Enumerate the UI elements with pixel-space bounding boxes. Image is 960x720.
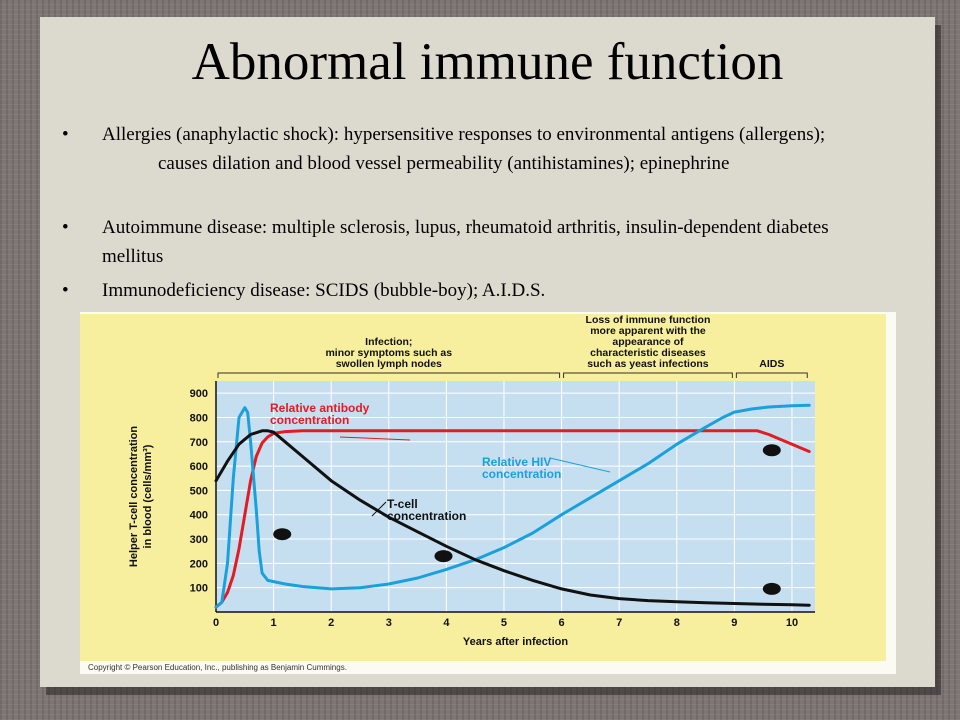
phase-label: characteristic diseases [590,347,706,359]
x-tick-label: 3 [386,617,392,629]
antibody-series-label: Relative antibody [270,401,370,415]
hiv-series-label: concentration [482,467,561,481]
bullet-autoimmune: • Autoimmune disease: multiple sclerosis… [62,213,877,271]
x-tick-label: 8 [674,617,680,629]
series-leader-line [339,436,411,441]
y-tick-label: 100 [190,583,208,595]
y-axis-title: Helper T-cell concentration [128,426,140,567]
step-marker-label: 3 [769,584,775,596]
slide: Abnormal immune function • Allergies (an… [40,17,935,687]
hiv-series-label: Relative HIV [482,455,551,469]
tcell-series-label: T-cell [387,497,418,511]
y-axis-title: in blood (cells/mm³) [142,444,154,548]
phase-label: Loss of immune function [586,314,711,326]
tcell-series-line [214,429,811,607]
phase-label: Infection; [365,336,412,348]
y-tick-label: 600 [190,461,208,473]
phase-label: minor symptoms such as [325,347,452,359]
y-tick-label: 300 [190,534,208,546]
step-marker [434,550,453,563]
x-tick-label: 0 [213,617,219,629]
antibody-series-label: concentration [270,413,349,427]
antibody-series-line [214,429,811,609]
y-tick-label: 700 [190,437,208,449]
bullet-symbol: • [62,217,69,238]
x-axis-title: Years after infection [463,636,568,648]
bullet-symbol: • [62,280,69,301]
bullet-symbol: • [62,124,69,145]
copyright-text: Copyright © Pearson Education, Inc., pub… [88,663,347,672]
bullet-immunodeficiency: • Immunodeficiency disease: SCIDS (bubbl… [62,276,877,305]
series-leader-line [549,457,611,473]
y-tick-label: 400 [190,510,208,522]
bullet-text: Autoimmune disease: multiple sclerosis, … [102,217,829,267]
phase-bracket [217,372,561,378]
bullet-text: Immunodeficiency disease: SCIDS (bubble-… [102,280,546,301]
x-tick-label: 2 [328,617,334,629]
phase-label: more apparent with the [590,325,706,337]
step-marker-label: 3 [769,445,775,457]
phase-bracket [735,372,808,378]
y-tick-label: 200 [190,558,208,570]
phase-label: appearance of [612,336,684,348]
x-tick-label: 6 [559,617,565,629]
x-tick-label: 1 [271,617,277,629]
series-leader-line [371,501,387,517]
slide-title: Abnormal immune function [191,33,784,91]
step-marker-label: 2 [440,551,446,563]
x-tick-label: 7 [616,617,622,629]
step-marker [762,582,781,595]
phase-bracket [563,372,733,378]
hiv-series-line [214,403,811,609]
tcell-series-label: concentration [387,509,466,523]
hiv-progression-figure: 0 1 2 3 4 5 6 7 8 9 10 100 200 300 400 500 600 700 800 900 Y… [80,312,896,674]
step-marker-label: 1 [279,529,285,541]
phase-label: swollen lymph nodes [336,358,442,370]
y-tick-label: 800 [190,412,208,424]
y-tick-label: 900 [190,388,208,400]
step-marker [273,528,292,541]
x-tick-label: 9 [731,617,737,629]
x-tick-label: 10 [786,617,798,629]
y-tick-label: 500 [190,485,208,497]
phase-label: such as yeast infections [587,358,709,370]
bullet-allergies: • Allergies (anaphylactic shock): hypers… [62,120,877,178]
hiv-progression-chart: 0 1 2 3 4 5 6 7 8 9 10 100 200 300 400 500 600 700 800 900 Y… [80,314,886,672]
bullet-text: Allergies (anaphylactic shock): hypersen… [102,124,826,174]
x-tick-label: 5 [501,617,507,629]
step-marker [762,444,781,457]
x-tick-label: 4 [443,617,450,629]
phase-label: AIDS [759,358,784,370]
